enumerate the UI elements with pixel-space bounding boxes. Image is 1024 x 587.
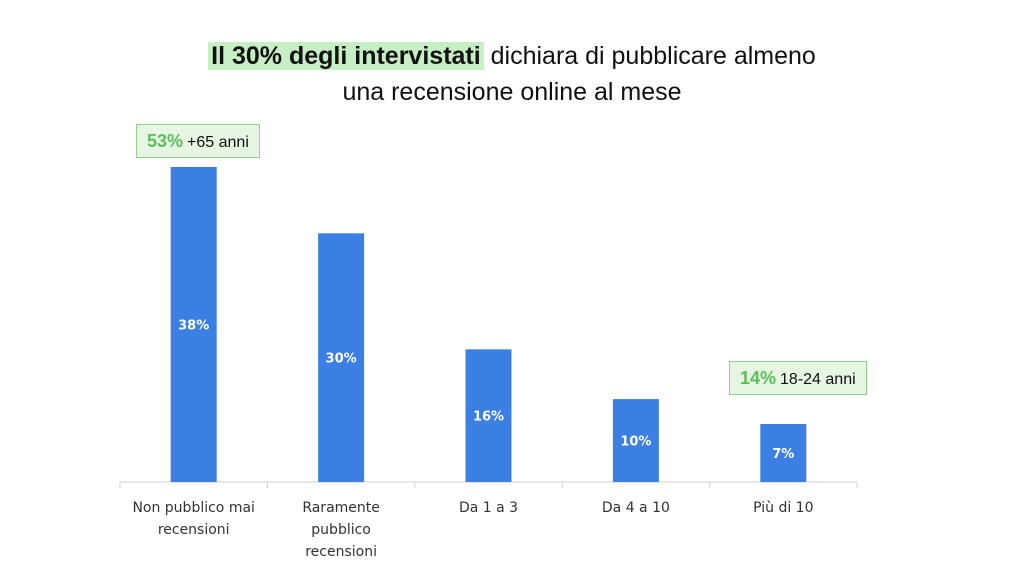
callout-18-24: 14% 18-24 anni [729, 361, 867, 395]
bar-data-label: 38% [178, 319, 209, 334]
category-label: Più di 10 [753, 500, 813, 516]
chart-title: Il 30% degli intervistati dichiara di pu… [0, 38, 1024, 110]
bar-data-label: 30% [326, 352, 357, 367]
bar [760, 423, 807, 482]
category-label: pubblico [311, 522, 371, 538]
bar [612, 399, 659, 482]
title-highlight: Il 30% degli intervistati [208, 42, 484, 70]
callout-18-24-percent: 14% [740, 368, 777, 388]
category-label: Da 4 a 10 [602, 500, 670, 516]
callout-over-65: 53% +65 anni [136, 124, 260, 158]
callout-over-65-text: +65 anni [187, 134, 249, 151]
callout-18-24-text: 18-24 anni [780, 371, 856, 388]
category-label: recensioni [305, 544, 377, 560]
bar [465, 349, 512, 482]
title-rest: dichiara di pubblicare almeno [483, 42, 816, 70]
bar-data-label: 10% [620, 435, 651, 450]
bar-data-label: 16% [473, 410, 504, 425]
category-label: Da 1 a 3 [459, 500, 518, 516]
bar [318, 233, 365, 482]
title-line-1: Il 30% degli intervistati dichiara di pu… [0, 38, 1024, 74]
category-label: Raramente [302, 500, 380, 516]
category-label: Non pubblico mai [132, 500, 255, 516]
callout-over-65-percent: 53% [147, 131, 184, 151]
bar [170, 167, 217, 482]
category-label: recensioni [158, 522, 230, 538]
bar-data-label: 7% [772, 447, 794, 462]
title-line-2: una recensione online al mese [342, 78, 682, 106]
